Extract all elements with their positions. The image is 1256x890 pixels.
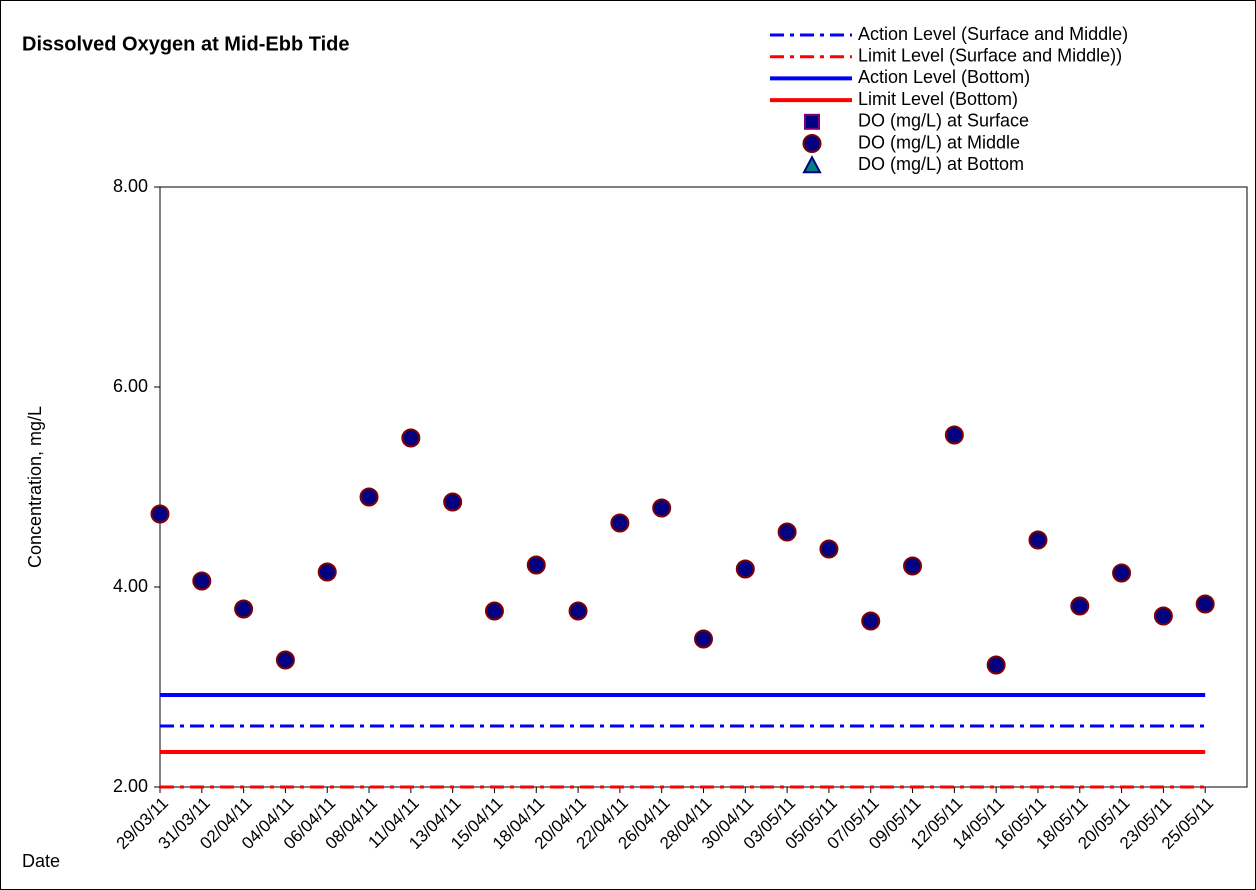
data-point	[903, 556, 923, 576]
legend-label: Limit Level (Surface and Middle))	[858, 45, 1122, 65]
legend-swatch	[802, 155, 822, 174]
data-point	[944, 425, 964, 445]
data-point	[1195, 594, 1215, 614]
data-point	[526, 555, 546, 575]
data-point	[568, 601, 588, 621]
y-tick-label: 6.00	[113, 376, 148, 396]
data-point	[484, 601, 504, 621]
legend-label: Action Level (Surface and Middle)	[858, 24, 1128, 44]
data-point	[861, 611, 881, 631]
legend-swatch	[802, 134, 822, 153]
y-tick-label: 2.00	[113, 776, 148, 796]
data-point	[317, 562, 337, 582]
legend-label: Action Level (Bottom)	[858, 67, 1030, 87]
data-point	[735, 559, 755, 579]
data-point	[1153, 606, 1173, 626]
data-point	[234, 599, 254, 619]
data-point	[359, 487, 379, 507]
data-point	[150, 504, 170, 524]
legend-swatch	[804, 113, 820, 130]
y-axis-label: Concentration, mg/L	[25, 406, 45, 568]
data-point	[192, 571, 212, 591]
data-point	[1028, 530, 1048, 550]
data-point	[1070, 596, 1090, 616]
legend-label: DO (mg/L) at Middle	[858, 132, 1020, 152]
y-tick-label: 4.00	[113, 576, 148, 596]
data-point	[777, 522, 797, 542]
legend-label: DO (mg/L) at Surface	[858, 111, 1029, 131]
data-point	[694, 629, 713, 649]
data-point	[401, 428, 421, 448]
data-point	[986, 655, 1006, 675]
data-point	[819, 539, 839, 559]
data-point	[652, 498, 672, 518]
data-point	[1112, 563, 1132, 583]
legend-label: Limit Level (Bottom)	[858, 89, 1018, 109]
chart-title: Dissolved Oxygen at Mid-Ebb Tide	[22, 33, 349, 55]
data-point	[275, 650, 295, 670]
data-point	[610, 513, 630, 533]
y-tick-label: 8.00	[113, 176, 148, 196]
x-axis-label: Date	[22, 851, 60, 871]
data-point	[443, 492, 463, 512]
legend-label: DO (mg/L) at Bottom	[858, 154, 1024, 174]
